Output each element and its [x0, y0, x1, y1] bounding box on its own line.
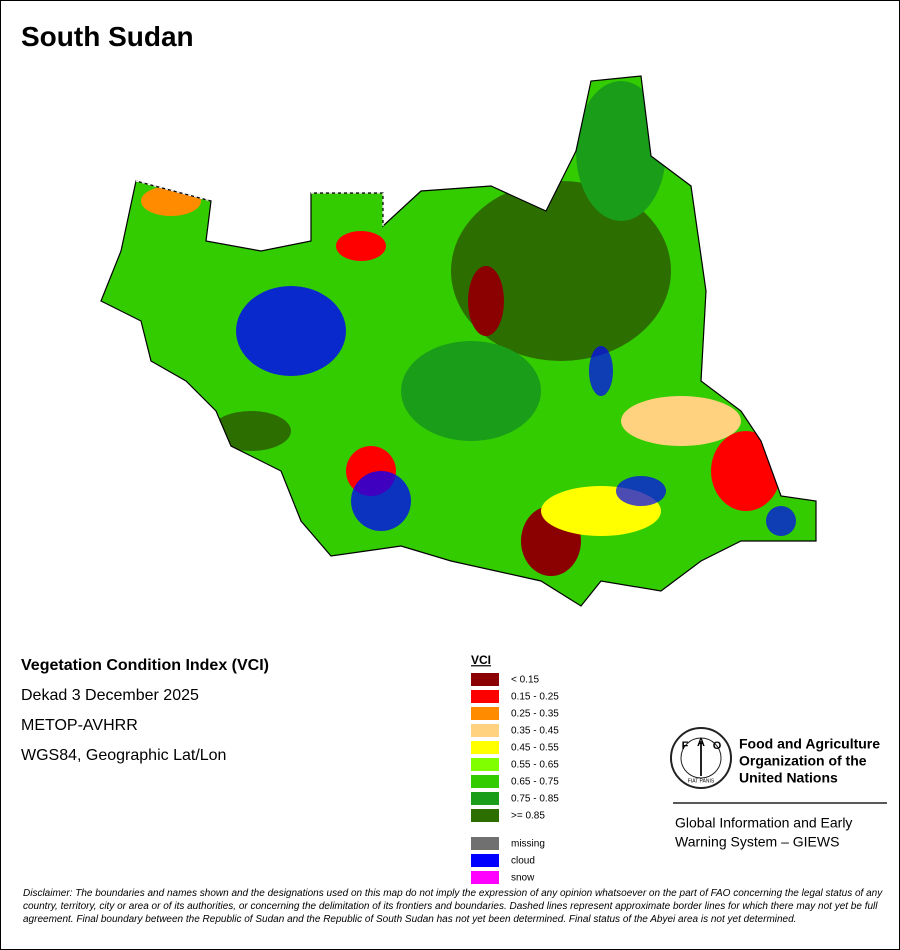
logo-letter: A	[697, 737, 705, 749]
info-heading: Vegetation Condition Index (VCI)	[21, 657, 269, 674]
org-system: Global Information and Early	[675, 815, 852, 831]
map-info: Vegetation Condition Index (VCI) Dekad 3…	[21, 657, 269, 777]
legend-swatch	[471, 758, 499, 771]
legend: VCI < 0.15 0.15 - 0.25 0.25 - 0.35 0.35 - 0…	[471, 653, 559, 884]
logo-motto: FIAT PANIS	[688, 778, 715, 784]
vci-raster	[101, 76, 816, 606]
org-name: Organization of the	[739, 753, 867, 769]
legend-swatch	[471, 837, 499, 850]
legend-label: snow	[511, 873, 535, 884]
legend-label: 0.55 - 0.65	[511, 760, 559, 771]
logo-letter: F	[682, 740, 689, 752]
legend-label: 0.75 - 0.85	[511, 794, 559, 805]
legend-label: cloud	[511, 856, 535, 867]
disclaimer: Disclaimer: The boundaries and names sho…	[23, 888, 883, 925]
legend-swatch	[471, 690, 499, 703]
legend-label: >= 0.85	[511, 811, 545, 822]
legend-swatch	[471, 775, 499, 788]
legend-swatch	[471, 871, 499, 884]
legend-title: VCI	[471, 653, 491, 667]
org-name: Food and Agriculture	[739, 736, 880, 752]
legend-label: missing	[511, 839, 545, 850]
legend-swatch	[471, 673, 499, 686]
info-line: WGS84, Geographic Lat/Lon	[21, 747, 227, 764]
fao-logo	[670, 727, 887, 804]
legend-label: 0.35 - 0.45	[511, 726, 559, 737]
info-line: Dekad 3 December 2025	[21, 687, 199, 704]
legend-swatch	[471, 854, 499, 867]
map-title: South Sudan	[21, 21, 194, 52]
org-name: United Nations	[739, 770, 838, 786]
legend-swatch	[471, 809, 499, 822]
legend-label: < 0.15	[511, 675, 540, 686]
legend-swatch	[471, 741, 499, 754]
info-line: METOP-AVHRR	[21, 717, 138, 734]
legend-swatch	[471, 724, 499, 737]
logo-letter: O	[713, 740, 722, 752]
org-text: F A O FIAT PANIS Food and AgricultureOrganiz…	[675, 736, 880, 850]
legend-swatch	[471, 792, 499, 805]
legend-label: 0.45 - 0.55	[511, 743, 559, 754]
legend-label: 0.15 - 0.25	[511, 692, 559, 703]
legend-swatch	[471, 707, 499, 720]
org-system: Warning System – GIEWS	[675, 834, 839, 850]
legend-label: 0.25 - 0.35	[511, 709, 559, 720]
legend-label: 0.65 - 0.75	[511, 777, 559, 788]
